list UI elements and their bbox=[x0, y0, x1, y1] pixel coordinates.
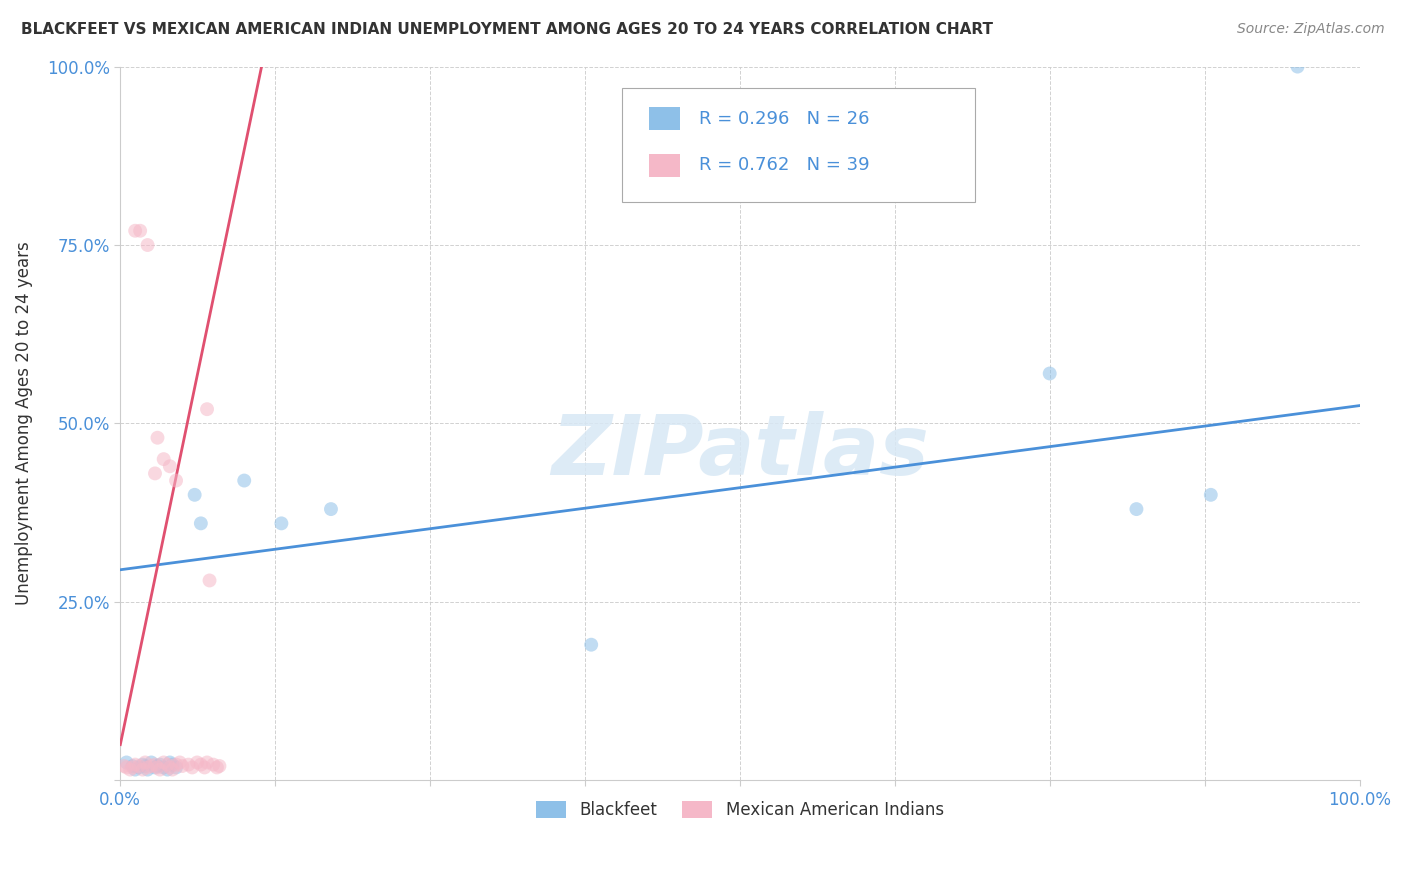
Point bbox=[121, 759, 143, 773]
Point bbox=[183, 488, 205, 502]
Point bbox=[152, 452, 174, 467]
Point bbox=[131, 757, 153, 772]
Point bbox=[190, 757, 212, 772]
Point bbox=[579, 638, 602, 652]
Point bbox=[1125, 502, 1147, 516]
Point bbox=[143, 760, 166, 774]
Point bbox=[1039, 367, 1062, 381]
Text: R = 0.296   N = 26: R = 0.296 N = 26 bbox=[699, 110, 869, 128]
Point bbox=[270, 516, 292, 531]
Point bbox=[143, 467, 166, 481]
Point bbox=[159, 756, 181, 770]
Point bbox=[149, 763, 172, 777]
Text: BLACKFEET VS MEXICAN AMERICAN INDIAN UNEMPLOYMENT AMONG AGES 20 TO 24 YEARS CORR: BLACKFEET VS MEXICAN AMERICAN INDIAN UNE… bbox=[21, 22, 993, 37]
Point bbox=[141, 756, 163, 770]
Point bbox=[156, 763, 179, 777]
Point bbox=[136, 763, 159, 777]
Point bbox=[195, 756, 218, 770]
Point bbox=[159, 760, 181, 774]
Point bbox=[152, 756, 174, 770]
Point bbox=[121, 760, 143, 774]
Point bbox=[136, 238, 159, 252]
Point bbox=[136, 760, 159, 774]
Point bbox=[198, 574, 221, 588]
Point bbox=[1286, 60, 1309, 74]
Point bbox=[165, 474, 187, 488]
Legend: Blackfeet, Mexican American Indians: Blackfeet, Mexican American Indians bbox=[530, 794, 950, 825]
Point bbox=[169, 756, 191, 770]
Point bbox=[165, 760, 187, 774]
Point bbox=[141, 759, 163, 773]
Point bbox=[205, 760, 228, 774]
Point bbox=[208, 759, 231, 773]
Point bbox=[233, 474, 256, 488]
FancyBboxPatch shape bbox=[650, 107, 681, 130]
Point bbox=[177, 757, 200, 772]
Y-axis label: Unemployment Among Ages 20 to 24 years: Unemployment Among Ages 20 to 24 years bbox=[15, 242, 32, 606]
Point bbox=[124, 763, 146, 777]
Point bbox=[128, 760, 150, 774]
Text: R = 0.762   N = 39: R = 0.762 N = 39 bbox=[699, 156, 870, 175]
Point bbox=[134, 756, 156, 770]
Point bbox=[146, 759, 169, 773]
Text: Source: ZipAtlas.com: Source: ZipAtlas.com bbox=[1237, 22, 1385, 37]
Point bbox=[115, 760, 138, 774]
FancyBboxPatch shape bbox=[623, 88, 976, 202]
FancyBboxPatch shape bbox=[650, 154, 681, 178]
Point bbox=[156, 757, 179, 772]
Point bbox=[152, 760, 174, 774]
Point bbox=[159, 459, 181, 474]
Point bbox=[1199, 488, 1222, 502]
Point bbox=[172, 759, 194, 773]
Point bbox=[162, 757, 184, 772]
Text: ZIPatlas: ZIPatlas bbox=[551, 411, 929, 492]
Point bbox=[115, 756, 138, 770]
Point bbox=[112, 759, 135, 773]
Point bbox=[165, 757, 187, 772]
Point bbox=[131, 763, 153, 777]
Point bbox=[124, 224, 146, 238]
Point bbox=[146, 431, 169, 445]
Point bbox=[149, 757, 172, 772]
Point bbox=[124, 757, 146, 772]
Point bbox=[143, 757, 166, 772]
Point bbox=[186, 756, 208, 770]
Point bbox=[134, 759, 156, 773]
Point bbox=[120, 763, 142, 777]
Point bbox=[162, 763, 184, 777]
Point bbox=[193, 760, 215, 774]
Point bbox=[202, 757, 225, 772]
Point bbox=[319, 502, 342, 516]
Point bbox=[190, 516, 212, 531]
Point bbox=[146, 760, 169, 774]
Point bbox=[129, 224, 152, 238]
Point bbox=[128, 759, 150, 773]
Point bbox=[181, 760, 204, 774]
Point bbox=[195, 402, 218, 417]
